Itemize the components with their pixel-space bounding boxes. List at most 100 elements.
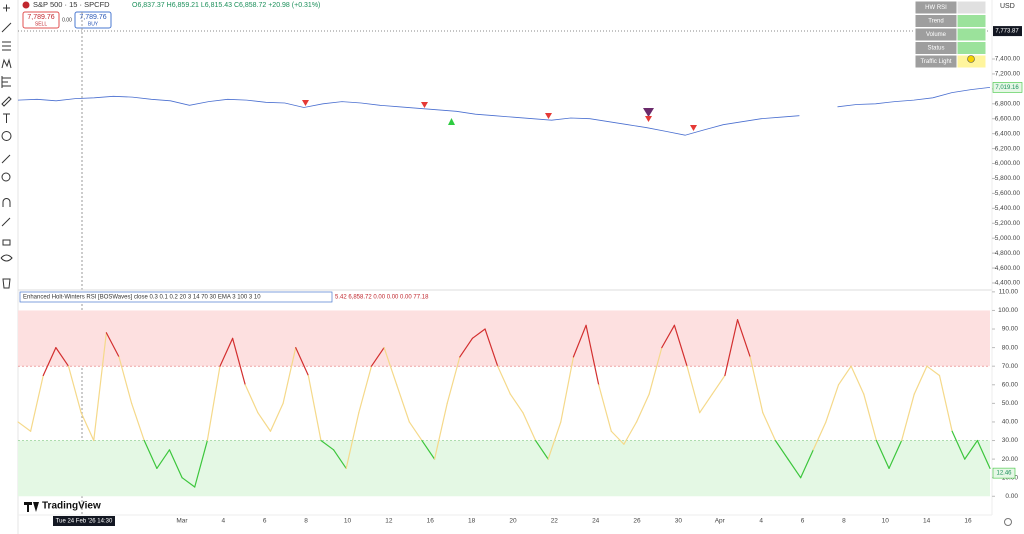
y-tick-label: 5,000.00 <box>995 235 1021 242</box>
x-tick-label: Mar <box>176 518 188 525</box>
rsi-segment <box>964 439 978 460</box>
rsi-segment <box>269 402 284 432</box>
y-tick-label: 6,000.00 <box>995 160 1021 167</box>
y-tick-label: 90.00 <box>1002 326 1019 333</box>
sell-signal <box>643 108 654 117</box>
x-tick-label: Apr <box>715 518 726 525</box>
rsi-segment <box>534 439 549 460</box>
rsi-segment <box>800 449 814 479</box>
rsi-segment <box>67 365 82 414</box>
y-tick-label: 0.00 <box>1005 493 1018 500</box>
fib-tool[interactable] <box>1 76 11 88</box>
rsi-segment <box>635 393 650 423</box>
y-tick-label: 6,800.00 <box>995 101 1021 108</box>
buy-signal <box>448 118 455 125</box>
rsi-segment <box>787 458 802 479</box>
rsi-segment <box>623 421 638 445</box>
rsi-segment <box>408 421 423 442</box>
x-tick-label: 10 <box>344 518 352 525</box>
rsi-segment <box>598 384 612 432</box>
y-tick-label: 60.00 <box>1002 381 1019 388</box>
rsi-segment <box>244 384 259 414</box>
rsi-segment <box>736 319 751 358</box>
rsi-segment <box>572 324 587 358</box>
y-tick-label: 5,600.00 <box>995 190 1021 197</box>
y-tick-label: 5,400.00 <box>995 205 1021 212</box>
rsi-segment <box>421 439 436 460</box>
line-tool[interactable] <box>1 22 12 33</box>
rsi-segment <box>875 439 890 470</box>
y-tick-label: 4,400.00 <box>995 280 1021 287</box>
rsi-segment <box>661 324 676 349</box>
sell-signal <box>545 113 552 119</box>
info-table: HW RSI Trend Volume Status Traffic Light <box>914 0 987 69</box>
rsi-segment <box>471 328 486 339</box>
settings-icon[interactable] <box>1004 518 1012 526</box>
trash-tool[interactable] <box>2 278 11 289</box>
rsi-segment <box>168 449 183 479</box>
rsi-segment <box>522 412 537 442</box>
rsi-segment <box>181 477 196 488</box>
rsi-segment <box>17 421 32 432</box>
hide-tool[interactable] <box>0 254 13 262</box>
rsi-segment <box>143 439 158 470</box>
y-tick-label: 7,400.00 <box>995 56 1021 63</box>
rsi-segment <box>547 421 562 460</box>
y-tick-label: 4,800.00 <box>995 250 1021 257</box>
table-value-cell <box>956 27 987 42</box>
rsi-segment <box>307 374 322 442</box>
ruler-tool[interactable] <box>1 154 11 164</box>
sell-signal <box>645 116 652 122</box>
table-value-cell <box>956 41 987 55</box>
x-tick-label: 4 <box>222 518 226 525</box>
rsi-segment <box>825 384 840 423</box>
x-tick-label: 6 <box>801 518 805 525</box>
rsi-segment <box>295 347 309 377</box>
y-tick-label: 6,400.00 <box>995 130 1021 137</box>
zoom-tool[interactable] <box>1 172 11 182</box>
brush-tool[interactable] <box>1 96 12 107</box>
text-tool[interactable] <box>3 113 10 123</box>
rsi-segment <box>332 449 347 470</box>
rsi-segment <box>459 337 474 358</box>
rsi-segment <box>383 347 398 386</box>
draw-mode-tool[interactable] <box>1 217 11 227</box>
brand: TradingView <box>42 501 101 512</box>
y-tick-label: 110.00 <box>999 289 1019 296</box>
channel-tool[interactable] <box>2 41 11 51</box>
lock-tool[interactable] <box>2 239 11 246</box>
signals <box>302 100 697 131</box>
toolbar <box>0 4 13 289</box>
buy-button[interactable] <box>74 11 112 29</box>
rsi-segment <box>433 402 448 460</box>
pattern-tool[interactable] <box>1 58 12 69</box>
indicator-legend-box[interactable] <box>19 291 333 303</box>
rsi-segment <box>673 324 688 367</box>
rsi-segment <box>749 356 764 414</box>
sell-signal <box>421 102 428 108</box>
price-label: 7,773.87 <box>995 29 1019 35</box>
rsi-segment <box>194 439 208 488</box>
x-tick-label: 16 <box>427 518 435 525</box>
magnet-tool[interactable] <box>2 198 11 208</box>
sell-button[interactable] <box>22 11 60 29</box>
currency: USD <box>1000 3 1015 10</box>
rsi-segment <box>80 412 95 442</box>
rsi-segment <box>812 421 827 451</box>
rsi-segment <box>42 347 57 377</box>
rsi-segment <box>446 356 461 404</box>
spread: 0.00 <box>62 17 72 23</box>
ohlc: O6,837.37 H6,859.21 L6,815.43 C6,858.72 … <box>132 2 320 9</box>
emoji-tool[interactable] <box>1 131 12 141</box>
rsi-segment <box>484 328 499 367</box>
symbol-icon <box>22 1 30 9</box>
rsi-segment <box>850 365 865 395</box>
rsi-segment <box>105 332 120 358</box>
cursor-label: Tue 24 Feb '26 14:30 <box>56 519 113 525</box>
rsi-segment <box>888 439 903 470</box>
table-label: Trend <box>928 19 943 25</box>
rsi-segment <box>774 439 789 460</box>
sell-price: 7,789.76 <box>27 14 54 21</box>
cross-tool[interactable] <box>3 4 10 12</box>
